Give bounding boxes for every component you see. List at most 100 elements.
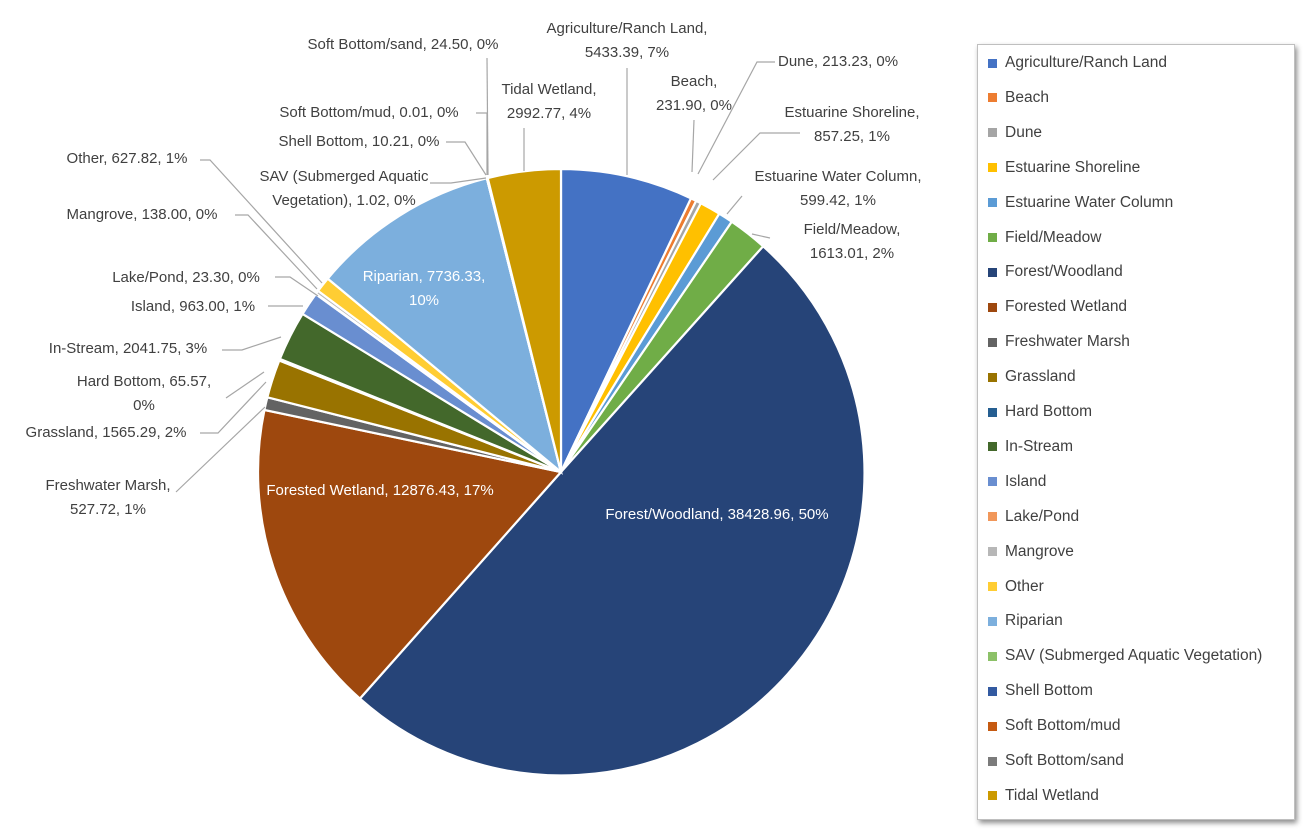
leader-line-mangrove [235, 214, 318, 290]
legend-label: Forest/Woodland [1005, 263, 1123, 281]
legend-label: Grassland [1005, 368, 1076, 386]
legend-label: Island [1005, 472, 1047, 490]
leader-line-lake-pond [275, 276, 319, 297]
legend-item-grassland: Grassland [988, 367, 1076, 387]
legend-swatch [988, 337, 997, 347]
legend-item-shell-bottom: Shell Bottom [988, 681, 1093, 701]
data-label-island: Island, 963.00, 1% [131, 298, 255, 315]
data-label-in-stream: In-Stream, 2041.75, 3% [49, 340, 207, 357]
legend-item-mangrove: Mangrove [988, 542, 1074, 562]
legend-label: Tidal Wetland [1005, 786, 1099, 804]
legend-swatch [988, 547, 997, 557]
data-label-riparian: Riparian, 7736.33, 10% [363, 268, 486, 309]
data-label-forest-woodland: Forest/Woodland, 38428.96, 50% [605, 506, 828, 523]
legend-label: Other [1005, 577, 1044, 595]
legend-swatch [988, 512, 997, 522]
data-label-grassland: Grassland, 1565.29, 2% [26, 424, 187, 441]
data-label-lake-pond: Lake/Pond, 23.30, 0% [112, 269, 260, 286]
leader-line-beach [691, 119, 695, 173]
legend-item-island: Island [988, 472, 1046, 492]
legend-item-hard-bottom: Hard Bottom [988, 402, 1092, 422]
leader-line-soft-bottom-mud [476, 112, 488, 175]
legend-label: Field/Meadow [1005, 228, 1102, 246]
legend-swatch [988, 198, 997, 208]
legend-label: Soft Bottom/mud [1005, 717, 1121, 735]
leader-line-dune [697, 61, 775, 175]
legend-item-agriculture-ranch-land: Agriculture/Ranch Land [988, 53, 1167, 73]
slice-forested-wetland [256, 408, 564, 701]
legend-label: Freshwater Marsh [1005, 333, 1130, 351]
leader-line-shell-bottom [446, 141, 487, 176]
legend-item-sav-submerged-aquatic-vegetation: SAV (Submerged Aquatic Vegetation) [988, 646, 1262, 666]
data-label-agriculture-ranch-land: Agriculture/Ranch Land, 5433.39, 7% [547, 20, 708, 61]
legend-swatch [988, 791, 997, 801]
legend-swatch [988, 407, 997, 417]
legend-swatch [988, 477, 997, 487]
data-label-other: Other, 627.82, 1% [67, 150, 188, 167]
slice-agriculture-ranch-land [559, 167, 693, 473]
legend-label: Riparian [1005, 612, 1063, 630]
legend-label: Soft Bottom/sand [1005, 752, 1124, 769]
legend-swatch [988, 267, 997, 277]
legend-item-other: Other [988, 577, 1044, 597]
legend-item-dune: Dune [988, 123, 1042, 143]
legend-item-tidal-wetland: Tidal Wetland [988, 786, 1099, 806]
data-label-forested-wetland: Forested Wetland, 12876.43, 17% [266, 482, 493, 499]
legend-item-forested-wetland: Forested Wetland [988, 297, 1127, 317]
data-label-hard-bottom: Hard Bottom, 65.57, 0% [77, 373, 211, 414]
legend-swatch [988, 163, 997, 173]
legend-item-estuarine-water-column: Estuarine Water Column [988, 193, 1173, 213]
legend-item-beach: Beach [988, 88, 1049, 108]
legend-swatch [988, 302, 997, 312]
data-label-estuarine-shoreline: Estuarine Shoreline, 857.25, 1% [784, 104, 919, 145]
legend-label: Agriculture/Ranch Land [1005, 54, 1167, 71]
data-label-mangrove: Mangrove, 138.00, 0% [67, 206, 218, 223]
leader-line-other [200, 159, 323, 284]
legend-item-soft-bottom-sand: Soft Bottom/sand [988, 751, 1124, 771]
leader-line-grassland [200, 381, 267, 434]
leader-line-estuarine-water-column [726, 195, 743, 215]
leader-line-hard-bottom [225, 371, 265, 399]
leader-line-field-meadow [751, 233, 771, 239]
data-label-soft-bottom-mud: Soft Bottom/mud, 0.01, 0% [279, 104, 458, 121]
chart-legend: Agriculture/Ranch Land Beach Dune Estuarine… [977, 44, 1295, 820]
leader-line-soft-bottom-sand [486, 57, 489, 176]
slice-riparian [326, 176, 563, 475]
data-label-shell-bottom: Shell Bottom, 10.21, 0% [279, 133, 440, 150]
legend-swatch [988, 58, 997, 68]
legend-label: Estuarine Water Column [1005, 193, 1174, 211]
legend-item-freshwater-marsh: Freshwater Marsh [988, 332, 1130, 352]
legend-label: Dune [1005, 123, 1043, 141]
legend-swatch [988, 442, 997, 452]
legend-label: In-Stream [1005, 437, 1074, 455]
legend-swatch [988, 372, 997, 382]
legend-item-in-stream: In-Stream [988, 437, 1073, 457]
legend-item-forest-woodland: Forest/Woodland [988, 262, 1123, 282]
legend-item-estuarine-shoreline: Estuarine Shoreline [988, 158, 1140, 178]
legend-item-soft-bottom-mud: Soft Bottom/mud [988, 716, 1120, 736]
leader-line-in-stream [222, 336, 282, 351]
leader-line-freshwater-marsh [175, 406, 266, 493]
legend-item-riparian: Riparian [988, 611, 1063, 631]
legend-swatch [988, 616, 997, 626]
legend-item-lake-pond: Lake/Pond [988, 507, 1079, 527]
legend-label: Hard Bottom [1005, 403, 1093, 420]
legend-swatch [988, 233, 997, 242]
slice-forest-woodland [358, 244, 866, 777]
legend-swatch [988, 651, 997, 661]
data-label-beach: Beach, 231.90, 0% [656, 73, 732, 114]
data-label-freshwater-marsh: Freshwater Marsh, 527.72, 1% [45, 477, 170, 518]
legend-item-field-meadow: Field/Meadow [988, 228, 1102, 248]
data-label-tidal-wetland: Tidal Wetland, 2992.77, 4% [501, 81, 596, 122]
legend-label: Shell Bottom [1005, 682, 1093, 700]
slice-tidal-wetland [486, 167, 563, 473]
legend-label: Lake/Pond [1005, 507, 1080, 525]
legend-swatch [988, 128, 997, 138]
data-label-dune: Dune, 213.23, 0% [778, 53, 898, 70]
leader-line-estuarine-shoreline [712, 132, 800, 181]
data-label-estuarine-water-column: Estuarine Water Column, 599.42, 1% [754, 168, 921, 209]
data-label-sav-submerged-aquatic-vegetation: SAV (Submerged Aquatic Vegetation), 1.02,… [260, 168, 429, 209]
legend-swatch [988, 756, 997, 766]
legend-label: Estuarine Shoreline [1005, 158, 1141, 176]
